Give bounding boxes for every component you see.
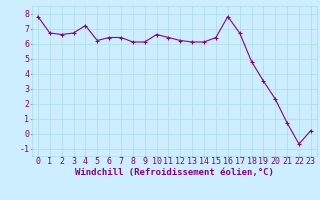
X-axis label: Windchill (Refroidissement éolien,°C): Windchill (Refroidissement éolien,°C) (75, 168, 274, 177)
